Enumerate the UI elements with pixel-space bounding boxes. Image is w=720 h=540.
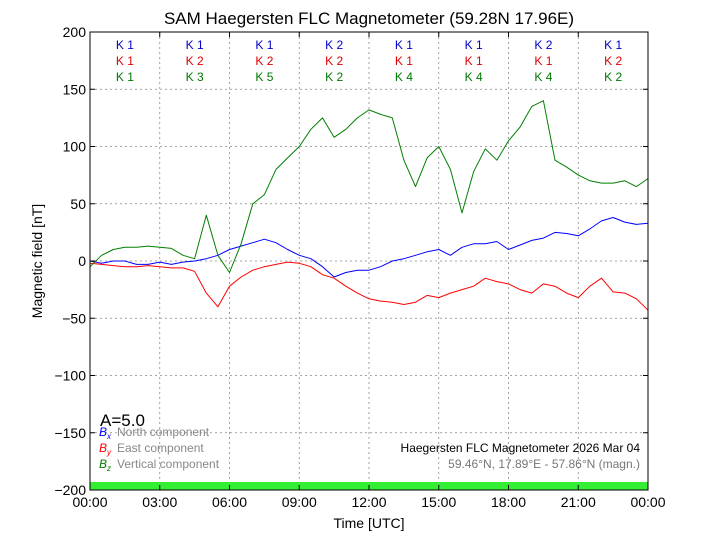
k-index-value: K 3 — [186, 70, 204, 84]
k-index-value: K 1 — [395, 54, 413, 68]
legend-label: Vertical component — [117, 457, 220, 471]
series-line-east-component — [89, 261, 649, 311]
k-index-value: K 1 — [255, 38, 273, 52]
k-index-value: K 1 — [395, 38, 413, 52]
x-tick-label: 00:00 — [72, 494, 107, 510]
k-index-value: K 2 — [325, 70, 343, 84]
y-tick-label: 200 — [63, 24, 87, 40]
k-index-value: K 2 — [255, 54, 273, 68]
k-index-value: K 5 — [255, 70, 273, 84]
series-line-north-component — [89, 217, 649, 278]
k-index-value: K 2 — [604, 70, 622, 84]
y-axis-label: Magnetic field [nT] — [29, 204, 45, 318]
k-index-table: K 1 K 1 K 1 K 2 K 1 K 1 K 2 K 1 K 1 K 2 K 2 K 2 K 1 K… — [116, 38, 623, 84]
k-index-value: K 2 — [186, 54, 204, 68]
series-line-vertical-component — [89, 100, 649, 273]
legend-label: North component — [117, 425, 210, 439]
series-lines — [89, 100, 649, 311]
a-index: A=5.0 — [100, 411, 145, 430]
plot-background — [90, 32, 648, 490]
y-tick-label: −150 — [54, 425, 86, 441]
x-tick-label: 18:00 — [491, 494, 526, 510]
y-tick-label: −50 — [62, 310, 86, 326]
x-tick-label: 12:00 — [351, 494, 386, 510]
legend-symbol: B — [99, 425, 107, 439]
x-axis-label: Time [UTC] — [333, 515, 404, 531]
legend-subscript: z — [106, 464, 111, 473]
legend-subscript: x — [106, 432, 112, 441]
k-index-value: K 1 — [116, 38, 134, 52]
x-tick-label: 21:00 — [561, 494, 596, 510]
axis-ticks: 00:00 03:00 06:00 09:00 12:00 15:00 18:00 21:00… — [54, 24, 665, 510]
info-line-1: Haegersten FLC Magnetometer 2026 Mar 04 — [401, 441, 641, 455]
x-tick-label: 03:00 — [142, 494, 177, 510]
x-tick-label: 00:00 — [630, 494, 665, 510]
x-tick-label: 09:00 — [282, 494, 317, 510]
y-tick-label: −100 — [54, 368, 86, 384]
legend-label: East component — [117, 441, 204, 455]
k-index-value: K 1 — [465, 54, 483, 68]
k-index-value: K 1 — [534, 54, 552, 68]
y-tick-label: 50 — [70, 196, 86, 212]
k-index-value: K 2 — [604, 54, 622, 68]
legend-symbol: B — [99, 441, 107, 455]
k-index-value: K 1 — [116, 70, 134, 84]
y-tick-label: −200 — [54, 482, 86, 498]
k-index-value: K 1 — [465, 38, 483, 52]
legend-subscript: y — [106, 448, 112, 457]
y-tick-label: 0 — [78, 253, 86, 269]
k-index-value: K 1 — [604, 38, 622, 52]
legend-symbol: B — [99, 457, 107, 471]
y-tick-label: 100 — [63, 139, 87, 155]
x-tick-label: 06:00 — [212, 494, 247, 510]
k-index-value: K 2 — [534, 38, 552, 52]
k-index-value: K 4 — [395, 70, 413, 84]
k-index-value: K 1 — [186, 38, 204, 52]
info-line-2: 59.46°N, 17.89°E - 57.86°N (magn.) — [448, 457, 640, 471]
chart-title: SAM Haegersten FLC Magnetometer (59.28N … — [164, 9, 574, 28]
x-tick-label: 15:00 — [421, 494, 456, 510]
grid — [90, 32, 648, 490]
k-index-value: K 4 — [534, 70, 552, 84]
k-index-value: K 1 — [116, 54, 134, 68]
k-index-value: K 2 — [325, 38, 343, 52]
k-index-value: K 4 — [465, 70, 483, 84]
k-index-value: K 2 — [325, 54, 343, 68]
y-tick-label: 150 — [63, 81, 87, 97]
